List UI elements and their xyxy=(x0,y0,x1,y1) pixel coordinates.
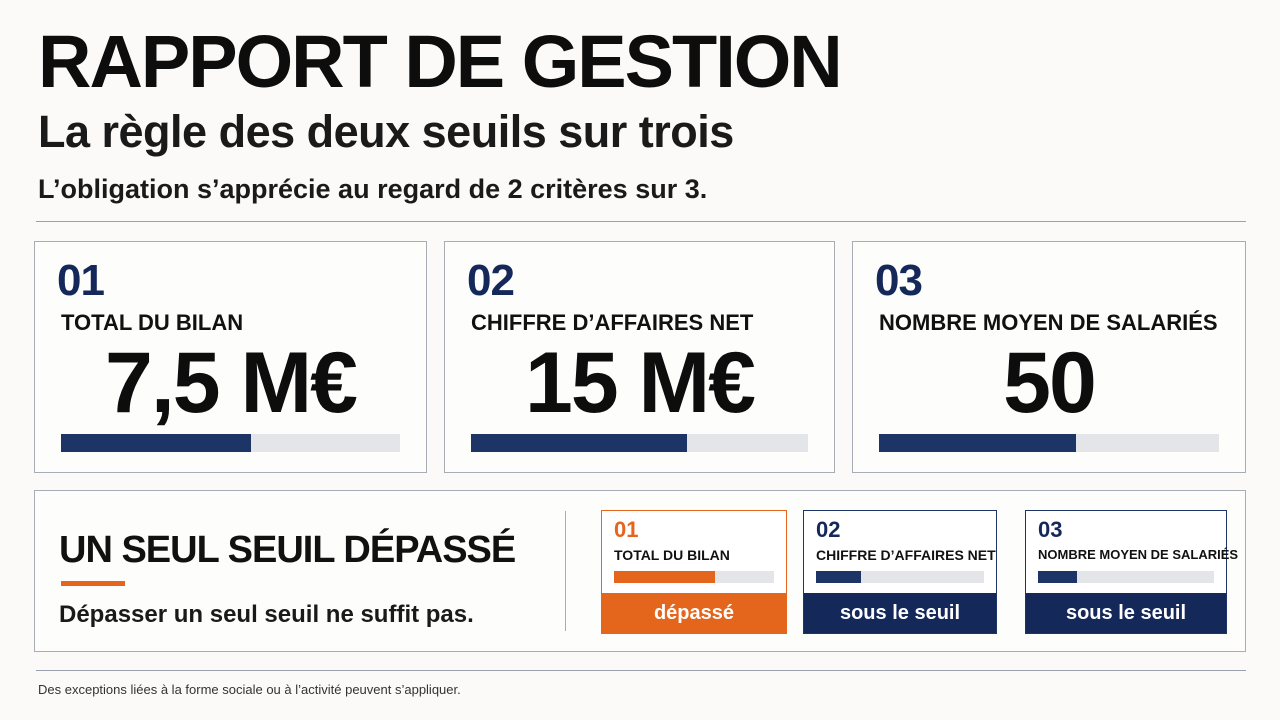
criterion-number: 02 xyxy=(467,256,515,305)
footnote: Des exceptions liées à la forme sociale … xyxy=(38,682,461,697)
summary-item-progress-fill xyxy=(1038,571,1077,583)
summary-item-progress-bar xyxy=(614,571,774,583)
summary-item-label: NOMBRE MOYEN DE SALARIÉS xyxy=(1038,547,1239,562)
footer-divider xyxy=(36,670,1246,671)
criterion-card-3: 03 NOMBRE MOYEN DE SALARIÉS 50 xyxy=(852,241,1246,473)
summary-item-number: 03 xyxy=(1038,517,1063,542)
criterion-label: NOMBRE MOYEN DE SALARIÉS xyxy=(879,310,1218,335)
criterion-progress-bar xyxy=(61,434,400,452)
summary-item-status: sous le seuil xyxy=(804,593,996,633)
criterion-progress-fill xyxy=(471,434,687,452)
page-title: RAPPORT DE GESTION xyxy=(38,20,843,103)
summary-item-3: 03 NOMBRE MOYEN DE SALARIÉS sous le seui… xyxy=(1025,510,1238,634)
summary-note: Dépasser un seul seuil ne suffit pas. xyxy=(59,601,474,628)
criterion-progress-bar xyxy=(879,434,1219,452)
header-divider xyxy=(36,221,1246,222)
criterion-card-1: 01 TOTAL DU BILAN 7,5 M€ xyxy=(34,241,427,473)
criterion-progress-fill xyxy=(879,434,1077,452)
criterion-label: CHIFFRE D’AFFAIRES NET xyxy=(471,310,754,335)
criterion-number: 01 xyxy=(57,256,105,305)
criterion-value: 50 xyxy=(1003,335,1097,431)
summary-item-progress-bar xyxy=(816,571,984,583)
summary-item-2: 02 CHIFFRE D’AFFAIRES NET sous le seuil xyxy=(803,510,997,634)
summary-item-progress-fill xyxy=(614,571,715,583)
criterion-card-2: 02 CHIFFRE D’AFFAIRES NET 15 M€ xyxy=(444,241,835,473)
summary-heading: UN SEUL SEUIL DÉPASSÉ xyxy=(59,529,516,571)
summary-item-status: sous le seuil xyxy=(1026,593,1226,633)
accent-underline xyxy=(61,581,125,586)
criterion-progress-bar xyxy=(471,434,808,452)
criterion-label: TOTAL DU BILAN xyxy=(61,310,244,335)
summary-item-progress-bar xyxy=(1038,571,1214,583)
panel-divider xyxy=(565,511,566,631)
summary-item-status: dépassé xyxy=(602,593,786,633)
summary-item-number: 02 xyxy=(816,517,841,542)
summary-item-label: CHIFFRE D’AFFAIRES NET xyxy=(816,547,996,563)
page-subtitle: La règle des deux seuils sur trois xyxy=(38,106,734,157)
criterion-value: 7,5 M€ xyxy=(105,335,358,431)
summary-item-label: TOTAL DU BILAN xyxy=(614,547,730,563)
criterion-number: 03 xyxy=(875,256,923,305)
summary-panel: UN SEUL SEUIL DÉPASSÉ Dépasser un seul s… xyxy=(34,490,1246,652)
lead-text: L’obligation s’apprécie au regard de 2 c… xyxy=(38,174,708,204)
summary-item-1: 01 TOTAL DU BILAN dépassé xyxy=(601,510,787,634)
summary-item-progress-fill xyxy=(816,571,862,583)
summary-item-number: 01 xyxy=(614,517,639,542)
criterion-value: 15 M€ xyxy=(524,335,756,431)
criterion-progress-fill xyxy=(61,434,251,452)
